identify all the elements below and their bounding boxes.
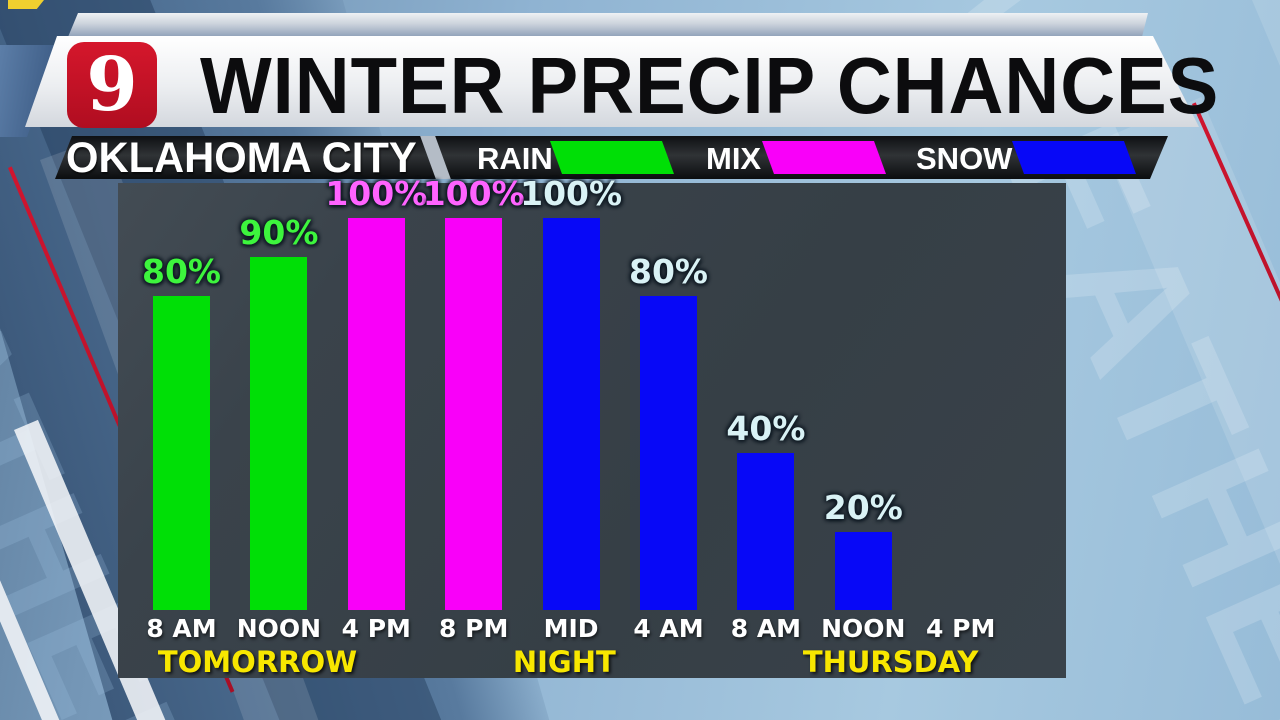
x-tick-label: 8 AM	[730, 614, 802, 643]
chart-panel: 80% 8 AM 90% NOON 100% 4 PM 100% 8 PM 100% MID 80%…	[118, 174, 1066, 679]
day-group-label: TOMORROW	[157, 645, 358, 679]
legend-label-rain: RAIN	[477, 141, 553, 176]
header-top-stripe	[68, 13, 1148, 37]
bar-value-label: 100%	[422, 174, 525, 213]
header-bar	[25, 36, 1199, 127]
news9-logo: 9	[67, 42, 157, 128]
precip-bar-rain	[250, 257, 308, 610]
legend-swatch-snow	[1011, 141, 1137, 174]
page-title: WINTER PRECIP CHANCES	[200, 41, 1220, 130]
x-tick-label: 8 AM	[146, 614, 217, 643]
precip-bar-snow	[542, 218, 600, 610]
x-tick-label: 4 PM	[341, 614, 411, 643]
day-group-label: THURSDAY	[802, 645, 979, 679]
news9-logo-digit: 9	[86, 42, 138, 128]
bar-value-label: 80%	[142, 252, 221, 292]
location-label: OKLAHOMA CITY	[66, 134, 417, 182]
bar-value-label: 20%	[823, 487, 903, 527]
x-tick-label: 8 PM	[439, 614, 509, 643]
bar-value-label: 100%	[520, 174, 623, 213]
precip-bar-rain	[153, 296, 210, 610]
x-tick-label: NOON	[821, 614, 906, 643]
x-tick-label: 4 PM	[926, 614, 996, 643]
x-tick-label: MID	[543, 614, 599, 643]
bar-value-label: 40%	[726, 409, 806, 449]
day-group-label: NIGHT	[512, 645, 616, 679]
precip-bar-snow	[737, 453, 795, 610]
bar-value-label: 80%	[629, 252, 708, 292]
legend-label-mix: MIX	[706, 141, 762, 176]
bar-value-label: 100%	[325, 174, 428, 213]
legend-swatch-rain	[549, 141, 675, 174]
precip-bar-mix	[445, 218, 503, 610]
precip-bar-snow	[834, 531, 892, 610]
x-tick-label: NOON	[236, 614, 322, 643]
corner-accent	[8, 0, 44, 9]
bar-value-label: 90%	[239, 213, 319, 253]
legend-label-snow: SNOW	[916, 141, 1013, 176]
precip-bar-snow	[640, 296, 697, 610]
precip-bar-mix	[347, 218, 405, 610]
x-tick-label: 4 AM	[633, 614, 704, 643]
legend-swatch-mix	[761, 141, 887, 174]
